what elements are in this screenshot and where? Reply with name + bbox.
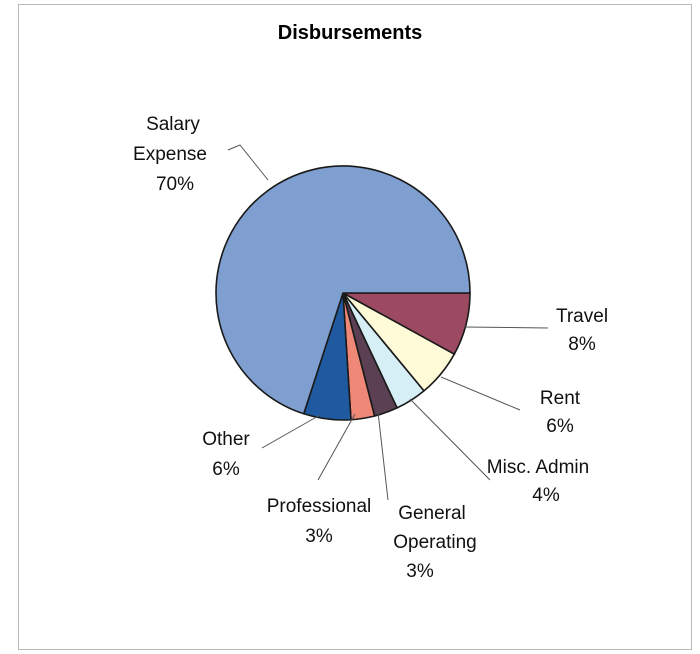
slice-labels: Salary Expense 70% Travel 8% Rent 6% Misc. Admi… [133,114,608,582]
value-label-professional: 3% [305,526,333,547]
category-label-misc-admin-0: Misc. Admin [487,457,589,478]
leader-line-misc-admin [409,398,491,481]
category-label-rent-0: Rent [540,388,581,409]
leader-lines [227,144,549,501]
pie-slices [215,165,471,421]
value-label-general-operating: 3% [406,561,434,582]
leader-line-other [261,414,321,449]
leader-line-salary-expense [227,144,269,181]
value-label-travel: 8% [568,334,596,355]
category-label-salary-expense-1: Expense [133,144,207,165]
leader-line-travel [464,326,549,329]
value-label-other: 6% [212,459,240,480]
category-label-travel-0: Travel [556,306,608,327]
leader-line-professional [317,413,356,481]
category-label-professional-0: Professional [267,496,372,517]
leader-line-rent [440,376,521,411]
value-label-rent: 6% [546,416,574,437]
pie-slice-salary-expense [215,165,471,415]
chart-title: Disbursements [277,22,423,44]
category-label-salary-expense-0: Salary [146,114,200,135]
category-label-general-operating-0: General [398,503,466,524]
leader-line-general-operating [377,411,389,501]
value-label-salary-expense: 70% [156,174,194,195]
value-label-misc-admin: 4% [532,485,560,506]
category-label-general-operating-1: Operating [393,532,476,553]
category-label-other-0: Other [202,429,250,450]
